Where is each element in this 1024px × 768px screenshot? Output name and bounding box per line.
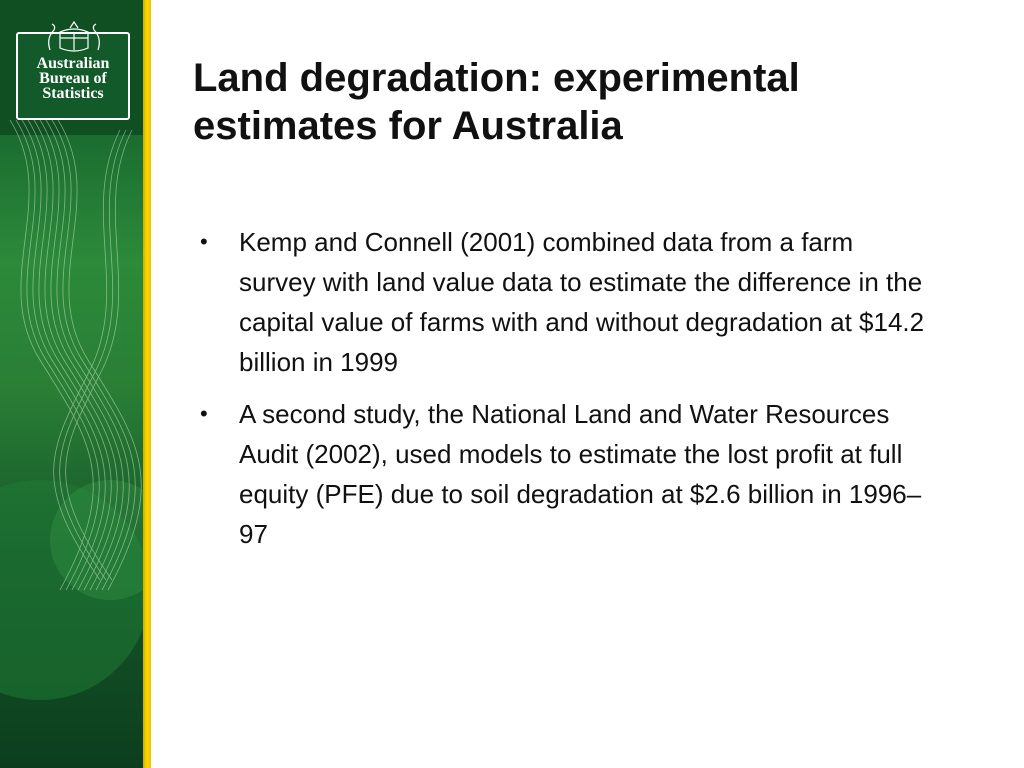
logo-text-line: Australian [36, 55, 110, 72]
wave-pattern-graphic [0, 120, 143, 700]
bullet-icon: • [200, 229, 208, 254]
coat-of-arms-icon [48, 20, 100, 52]
bullet-item: • Kemp and Connell (2001) combined data … [200, 222, 930, 382]
bullet-text: A second study, the National Land and Wa… [239, 399, 922, 549]
bullet-text: Kemp and Connell (2001) combined data fr… [239, 227, 925, 377]
abs-logo: Australian Bureau of Statistics [16, 20, 130, 120]
bullet-item: • A second study, the National Land and … [200, 394, 930, 554]
logo-text-line: Statistics [42, 85, 104, 102]
bullet-list: • Kemp and Connell (2001) combined data … [200, 222, 930, 566]
logo-text-line: Bureau of [39, 70, 107, 87]
gold-stripe [143, 0, 151, 768]
bullet-icon: • [200, 401, 208, 426]
slide-title: Land degradation: experimental estimates… [193, 56, 800, 148]
